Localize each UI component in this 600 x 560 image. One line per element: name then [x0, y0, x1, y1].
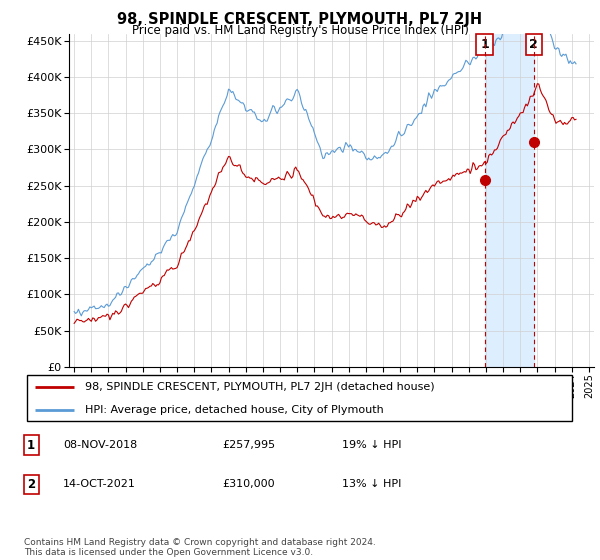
Text: Contains HM Land Registry data © Crown copyright and database right 2024.
This d: Contains HM Land Registry data © Crown c… [24, 538, 376, 557]
Text: £257,995: £257,995 [222, 440, 275, 450]
Text: Price paid vs. HM Land Registry's House Price Index (HPI): Price paid vs. HM Land Registry's House … [131, 24, 469, 36]
Text: 98, SPINDLE CRESCENT, PLYMOUTH, PL7 2JH (detached house): 98, SPINDLE CRESCENT, PLYMOUTH, PL7 2JH … [85, 382, 434, 393]
Text: 2: 2 [529, 38, 538, 51]
Text: £310,000: £310,000 [222, 479, 275, 489]
Text: 13% ↓ HPI: 13% ↓ HPI [342, 479, 401, 489]
Text: 19% ↓ HPI: 19% ↓ HPI [342, 440, 401, 450]
Text: 1: 1 [480, 38, 489, 51]
Text: 14-OCT-2021: 14-OCT-2021 [63, 479, 136, 489]
Text: 08-NOV-2018: 08-NOV-2018 [63, 440, 137, 450]
FancyBboxPatch shape [27, 375, 572, 421]
Text: 1: 1 [27, 438, 35, 452]
Text: HPI: Average price, detached house, City of Plymouth: HPI: Average price, detached house, City… [85, 405, 383, 416]
Text: 98, SPINDLE CRESCENT, PLYMOUTH, PL7 2JH: 98, SPINDLE CRESCENT, PLYMOUTH, PL7 2JH [118, 12, 482, 27]
Bar [485, 34, 534, 367]
Text: 2: 2 [27, 478, 35, 491]
